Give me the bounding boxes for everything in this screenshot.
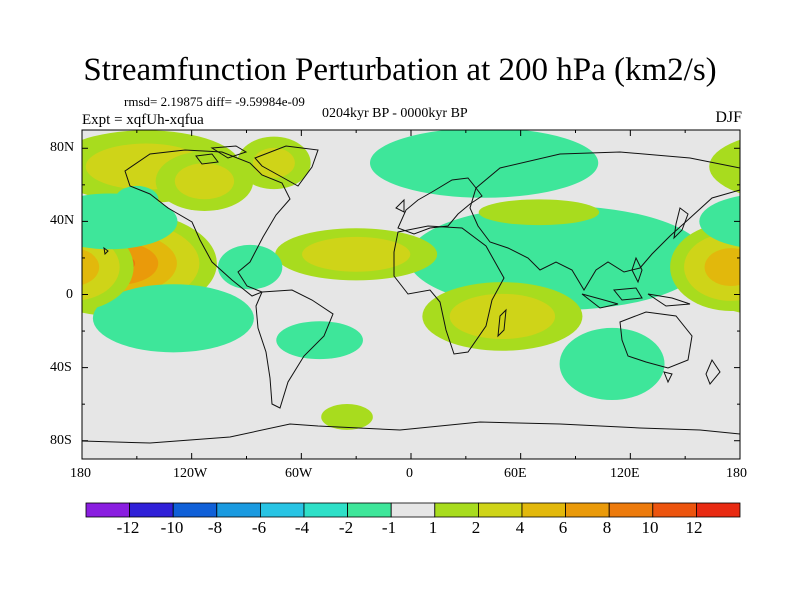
colorbar-label: 8: [602, 518, 612, 537]
colorbar-label: 2: [471, 518, 481, 537]
colorbar-label: -2: [338, 518, 354, 537]
coastlines: [82, 145, 740, 444]
lat-tick-label: 40N: [50, 213, 75, 228]
colorbar-swatch: [696, 502, 741, 518]
colorbar-label: 12: [685, 518, 703, 537]
field-feature-hudson-high: [237, 136, 311, 190]
contour-band: [217, 244, 283, 290]
contour-band: [449, 293, 556, 340]
field-feature-eurasia-arctic-low: [370, 130, 599, 198]
colorbar-swatch: [129, 502, 174, 518]
colorbar-swatch: [259, 502, 305, 518]
contour-band: [174, 163, 235, 200]
contour-band: [755, 216, 780, 226]
lat-tick-label: 80N: [50, 140, 75, 155]
colorbar-swatch: [172, 502, 218, 518]
contour-band: [0, 206, 48, 310]
field-feature-south-atlantic-high: [321, 404, 373, 430]
colorbar-swatch: [565, 502, 610, 518]
period-label: 0204kyr BP - 0000kyr BP: [322, 106, 468, 121]
colorbar-label: -1: [381, 518, 397, 537]
experiment-label: Expt = xqfUh-xqfua: [82, 112, 204, 128]
rmsd-diff-stats: rmsd= 2.19875 diff= -9.59984e-09: [124, 94, 305, 109]
contour-band: [774, 294, 800, 343]
contour-band: [92, 284, 254, 353]
colorbar-label: -6: [251, 518, 267, 537]
field-feature-central-asia-high: [478, 199, 600, 226]
contour-band: [760, 255, 793, 273]
contour-band: [773, 186, 800, 213]
contour-band: [0, 215, 21, 300]
contour-band: [751, 284, 800, 352]
colorbar-swatch: [303, 502, 348, 518]
contour-band: [744, 144, 800, 190]
colorbar-label: -4: [294, 518, 310, 537]
colorbar-swatch: [521, 502, 566, 518]
colorbar-label: -10: [160, 518, 184, 537]
lat-tick-label: 40S: [50, 360, 72, 375]
lat-tick-label: 80S: [50, 433, 72, 448]
contour-field: [0, 130, 800, 430]
lon-tick-label: 180: [70, 466, 91, 481]
contour-band: [782, 191, 800, 207]
colorbar-label: -12: [116, 518, 140, 537]
field-feature-atlantic-high: [275, 228, 438, 281]
contour-band: [115, 185, 159, 214]
lon-tick-label: 120E: [610, 466, 640, 481]
field-feature-east-pacific-low-sh: [92, 284, 800, 353]
colorbar: [85, 502, 741, 518]
contour-band: [704, 248, 740, 287]
lon-tick-label: 60E: [504, 466, 527, 481]
colorbar-swatch: [477, 502, 523, 518]
colorbar-label: -8: [207, 518, 223, 537]
contour-band: [321, 404, 373, 430]
lon-tick-label: 0: [406, 466, 413, 481]
colorbar-swatch: [390, 502, 436, 518]
contour-band: [302, 236, 411, 272]
colorbar-swatch: [85, 502, 130, 518]
contour-band: [709, 139, 740, 194]
contour-band: [736, 255, 740, 272]
colorbar-label: 6: [558, 518, 568, 537]
field-feature-americas-low: [217, 244, 283, 290]
lon-tick-label: 180: [726, 466, 747, 481]
colorbar-label: 1: [428, 518, 438, 537]
contour-band: [559, 327, 665, 401]
contour-band: [699, 195, 740, 247]
contour-band: [252, 147, 295, 178]
contour-band: [370, 130, 599, 198]
field-feature-australia-low: [0, 327, 665, 401]
contour-band: [82, 233, 120, 301]
lat-tick-label: 0: [66, 287, 73, 302]
colorbar-label: 4: [515, 518, 525, 537]
lon-tick-label: 120W: [173, 466, 208, 481]
colorbar-swatch: [434, 502, 479, 518]
axis-ticks: [81, 130, 741, 459]
chart-title: Streamfunction Perturbation at 200 hPa (…: [83, 52, 717, 88]
lon-tick-label: 60W: [285, 466, 313, 481]
contour-band: [478, 199, 600, 226]
colorbar-label: 10: [641, 518, 659, 537]
colorbar-swatch: [216, 502, 261, 518]
field-feature-n-america-high: [155, 151, 254, 211]
field-feature-west-pacific-high-nh: [82, 223, 740, 311]
colorbar-swatch: [347, 502, 392, 518]
contour-band: [0, 328, 7, 400]
season-label: DJF: [715, 109, 742, 126]
field-feature-south-africa-high: [422, 282, 583, 351]
contour-band: [82, 249, 100, 285]
colorbar-swatch: [608, 502, 654, 518]
colorbar-swatch: [652, 502, 697, 518]
